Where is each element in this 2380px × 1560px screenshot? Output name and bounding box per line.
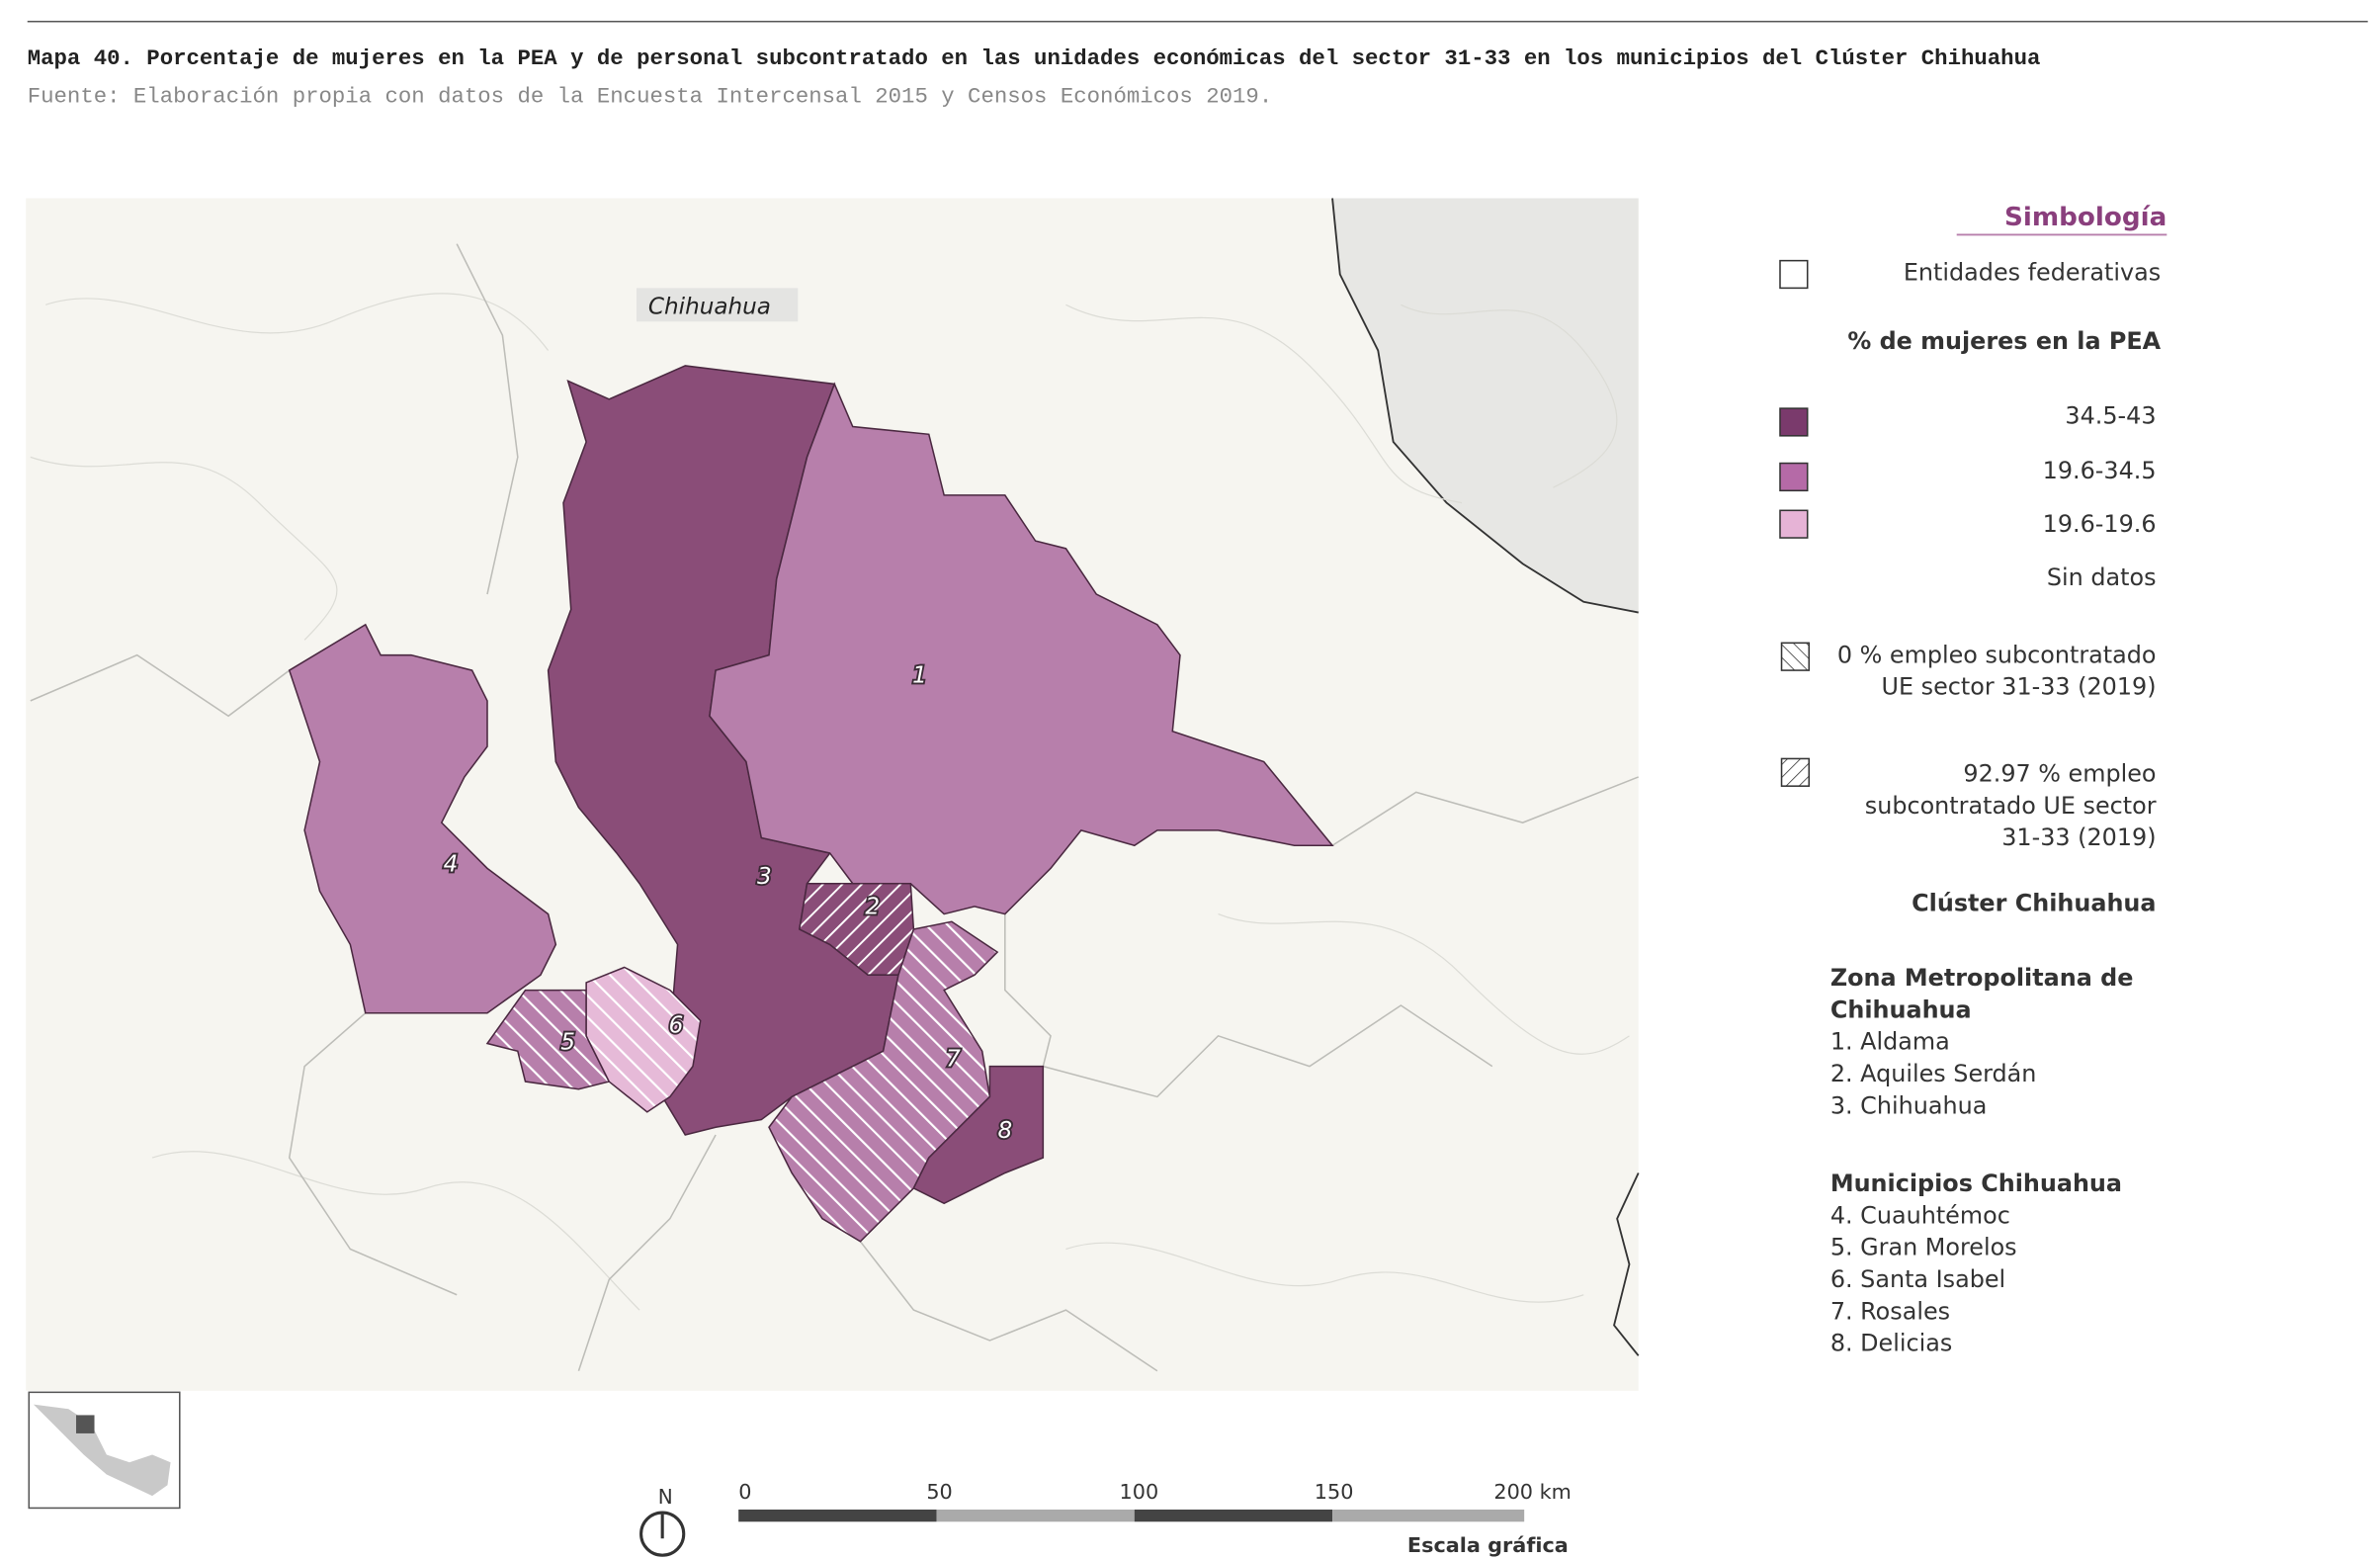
state-label: Chihuahua [648, 295, 771, 320]
scale-segment [936, 1509, 1135, 1522]
legend-swatch [1779, 462, 1809, 492]
contour [1065, 303, 1463, 504]
contour [30, 456, 338, 641]
scale-tick: 150 [1315, 1480, 1354, 1504]
legend-list-item: 2. Aquiles Serdán [1830, 1060, 2037, 1087]
region-number: 3 [757, 864, 772, 890]
region-number: 7 [946, 1047, 961, 1073]
region-number: 1 [912, 662, 927, 688]
legend-heading: Clúster Chihuahua [1912, 889, 2156, 916]
municipality-aldama [709, 382, 1334, 915]
map-title: Mapa 40. Porcentaje de mujeres en la PEA… [28, 45, 2041, 71]
region-number: 8 [997, 1118, 1012, 1144]
legend-list-item: 6. Santa Isabel [1830, 1265, 2005, 1293]
border [1331, 776, 1639, 846]
legend-entry: Sin datos [2047, 563, 2157, 591]
contour [1065, 1242, 1584, 1303]
state-border [1331, 198, 1639, 614]
neighbor-region [1332, 198, 1639, 613]
region-number: 4 [444, 851, 459, 877]
legend-heading: % de mujeres en la PEA [1847, 327, 2161, 355]
legend-list-item: 3. Chihuahua [1830, 1091, 1988, 1119]
legend-list-item: 7. Rosales [1830, 1297, 1950, 1325]
border [456, 243, 519, 595]
legend-entry: UE sector 31-33 (2019) [1882, 673, 2157, 701]
border [577, 1134, 717, 1372]
legend-list-item: 8. Delicias [1830, 1330, 1952, 1357]
scale-bar: N 0 50 100 150 200 km Escala gráfica [639, 1480, 1572, 1557]
contour [1218, 913, 1630, 1055]
legend-entry: subcontratado UE sector [1865, 792, 2157, 820]
legend-entry: 31-33 (2019) [2001, 823, 2156, 851]
legend-list-item: 4. Cuauhtémoc [1830, 1201, 2010, 1229]
state-label-box [636, 288, 799, 322]
legend-swatch [1779, 509, 1809, 539]
legend-entry: 92.97 % empleo [1963, 760, 2156, 788]
state-border [1613, 1172, 1640, 1356]
scale-tick: 0 [738, 1480, 751, 1504]
map-source: Fuente: Elaboración propia con datos de … [28, 83, 1273, 109]
legend-heading: Chihuahua [1830, 996, 1972, 1023]
legend-title: Simbología [2004, 203, 2167, 232]
legend: Simbología Entidades federativas % de mu… [1779, 203, 2167, 1357]
region-number: 2 [865, 895, 880, 920]
legend-entry: 19.6-19.6 [2043, 510, 2157, 538]
contour [45, 293, 550, 351]
legend-entry: 34.5-43 [2065, 401, 2156, 429]
legend-heading: Municipios Chihuahua [1830, 1170, 2122, 1197]
contour [151, 1151, 640, 1311]
inset-country [33, 1404, 171, 1497]
legend-list-item: 5. Gran Morelos [1830, 1234, 2017, 1261]
border [859, 1241, 1158, 1372]
legend-heading: Zona Metropolitana de [1830, 964, 2134, 992]
scale-tick: 50 [926, 1480, 952, 1504]
legend-swatch [1780, 642, 1811, 671]
border [1043, 1004, 1493, 1098]
municipal-borders [30, 243, 1639, 1372]
scale-tick: 200 km [1493, 1480, 1572, 1504]
scale-tick: 100 [1120, 1480, 1159, 1504]
north-arrow [639, 1511, 686, 1557]
scale-segment [1134, 1509, 1333, 1522]
municipality-cuauhtemoc [288, 623, 557, 1014]
map-frame: Chihuahua 1 2 3 4 5 6 7 8 [26, 198, 1640, 1391]
legend-entry: Entidades federativas [1904, 259, 2161, 287]
region-number: 5 [560, 1030, 575, 1056]
contours [30, 293, 1630, 1311]
municipality-delicias [912, 1065, 1045, 1205]
legend-entry: 19.6-34.5 [2043, 457, 2157, 484]
legend-swatch [1780, 757, 1811, 787]
border [1004, 913, 1052, 1067]
scale-segment [1332, 1509, 1525, 1522]
inset-highlight [76, 1415, 95, 1433]
legend-swatch [1779, 259, 1809, 290]
inset-map [28, 1391, 181, 1510]
border [30, 653, 291, 718]
legend-swatch [1779, 407, 1809, 437]
legend-list-item: 1. Aldama [1830, 1028, 1950, 1056]
border [288, 1012, 458, 1296]
region-number: 6 [669, 1013, 684, 1039]
scale-caption: Escala gráfica [1407, 1533, 1569, 1557]
municipality-santa-isabel [585, 966, 702, 1113]
contour [1401, 303, 1618, 488]
scale-segment [738, 1509, 937, 1522]
north-label: N [658, 1485, 673, 1509]
legend-entry: 0 % empleo subcontratado [1837, 641, 2157, 668]
